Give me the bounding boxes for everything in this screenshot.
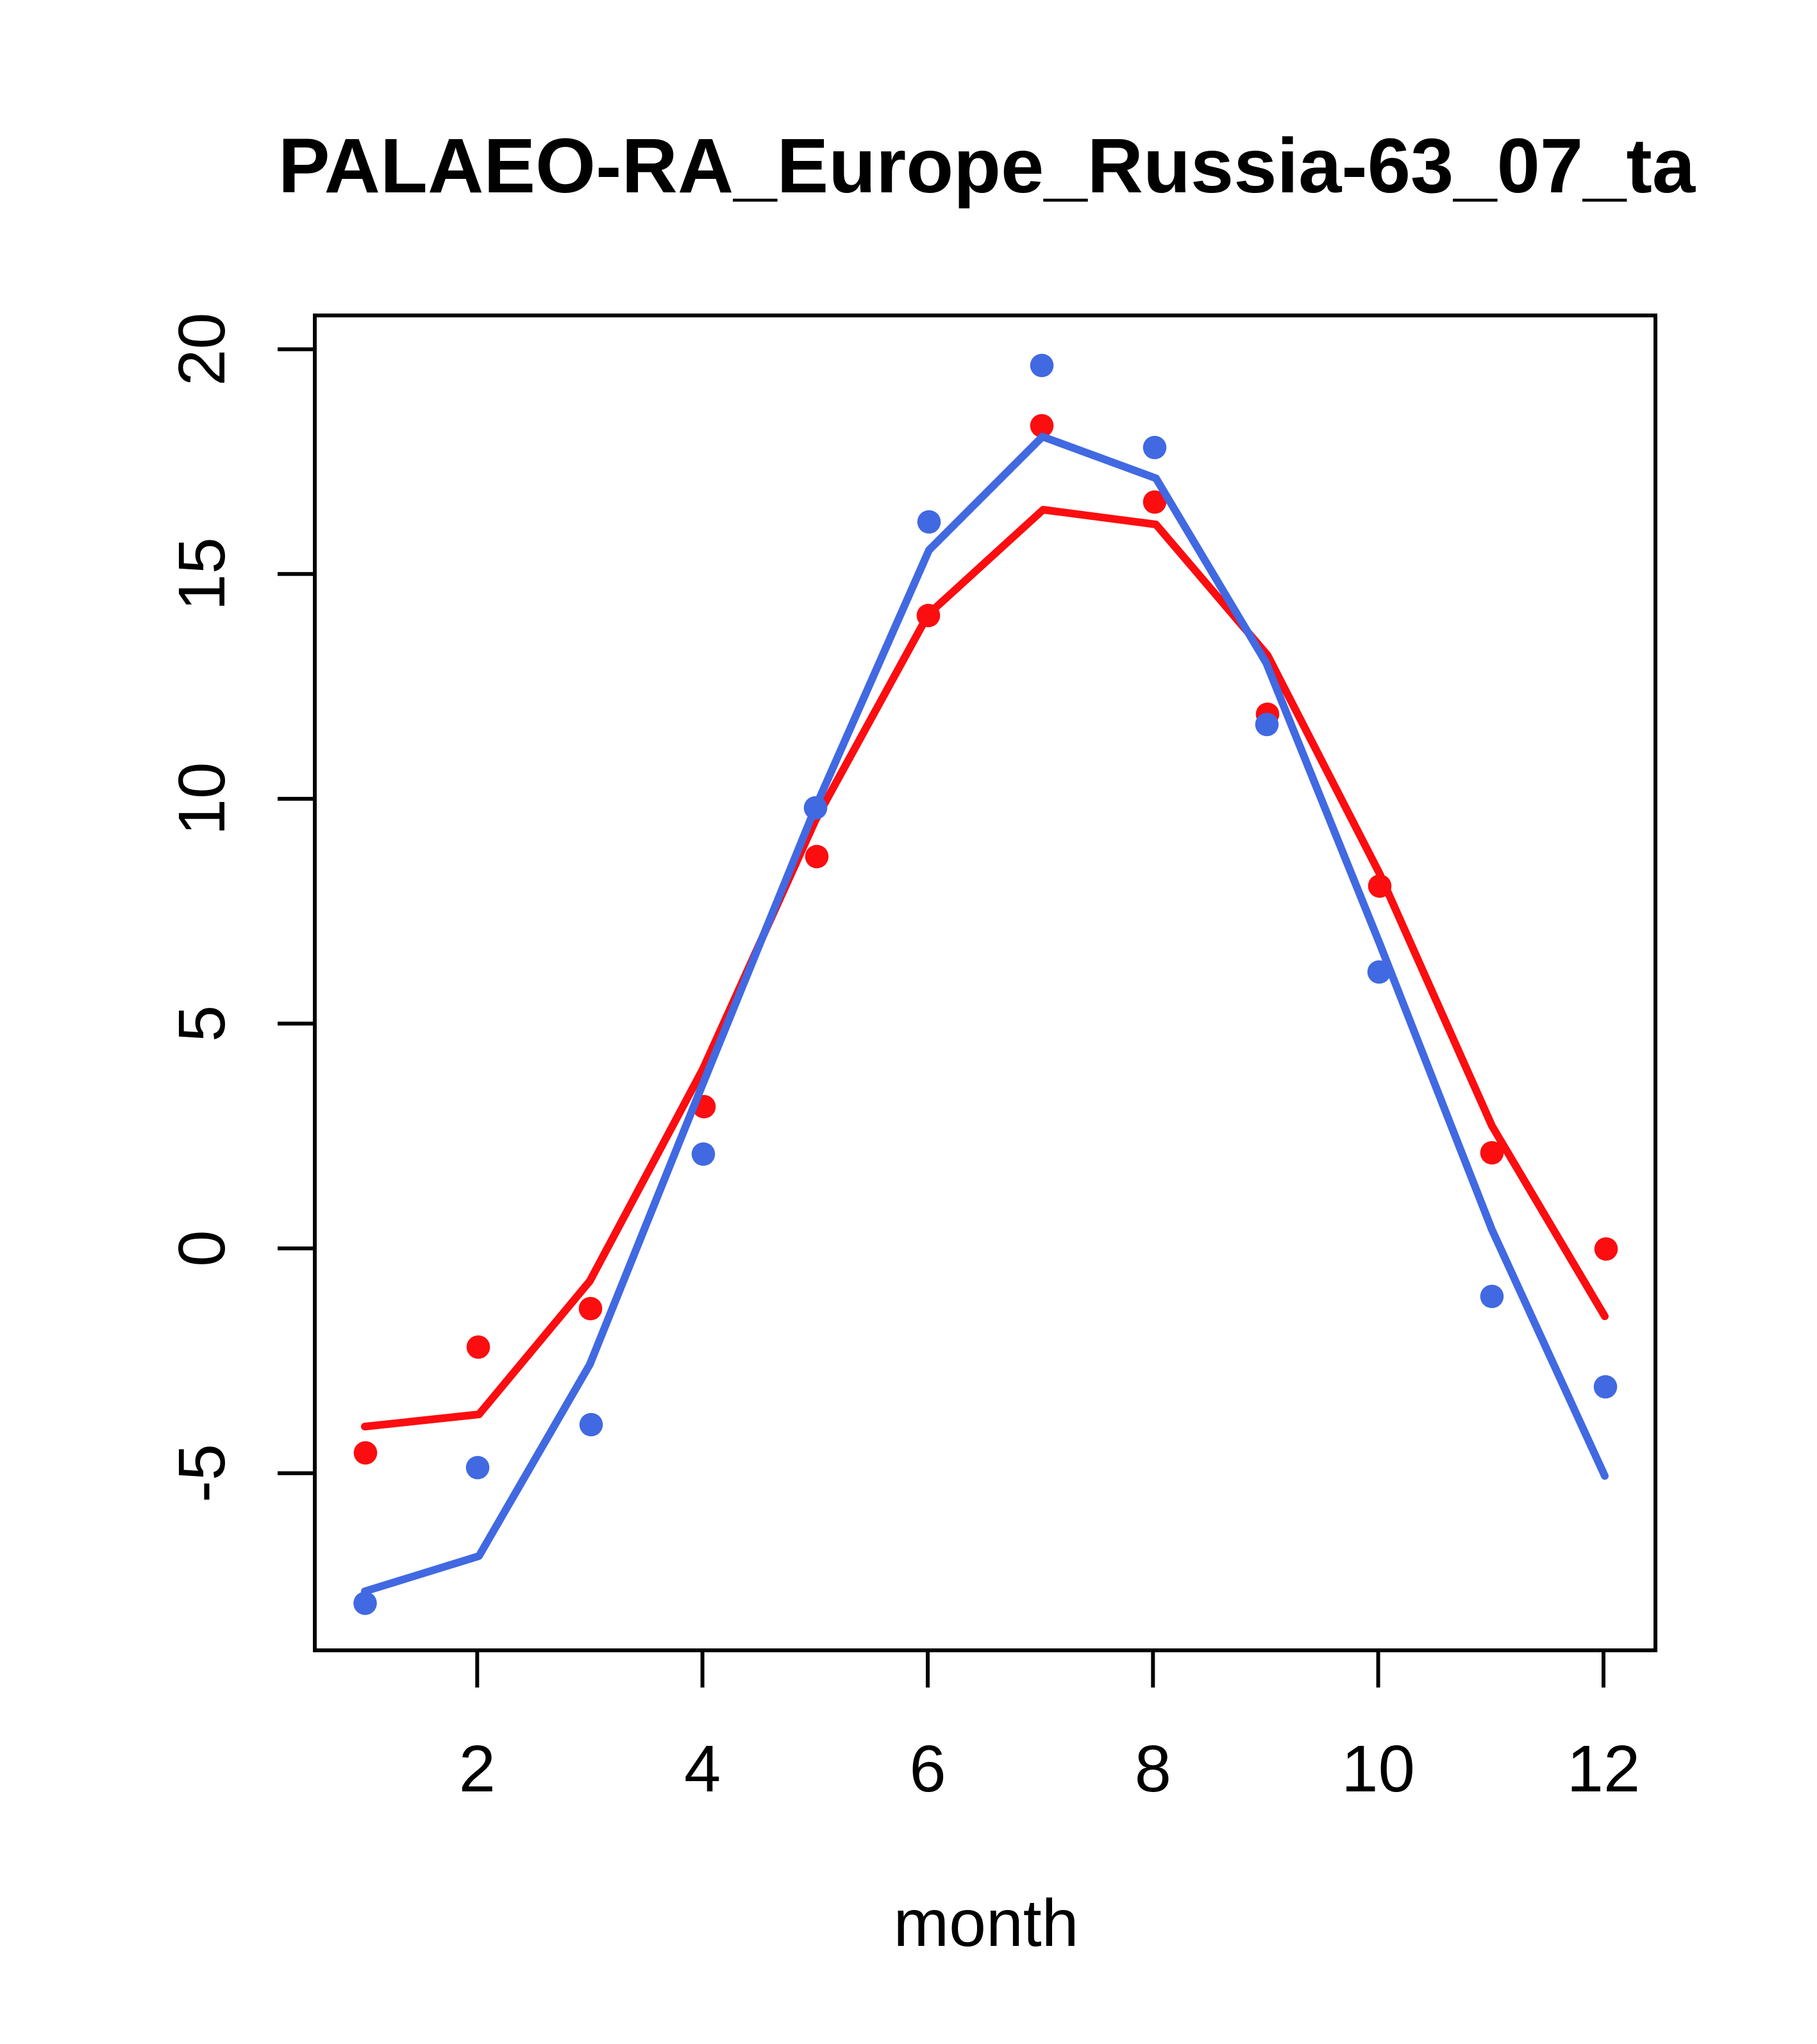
svg-text:10: 10 [165,762,239,836]
svg-text:month: month [893,1886,1078,1961]
svg-text:5: 5 [165,1005,239,1042]
svg-text:12: 12 [1567,1732,1641,1805]
svg-text:20: 20 [165,312,239,386]
svg-text:8: 8 [1135,1732,1171,1805]
svg-text:4: 4 [684,1732,721,1805]
svg-text:2: 2 [459,1732,496,1805]
svg-text:PALAEO-RA_Europe_Russia-63_07_: PALAEO-RA_Europe_Russia-63_07_ta [278,122,1696,209]
svg-text:10: 10 [1341,1732,1415,1805]
svg-text:15: 15 [165,537,239,611]
svg-text:-5: -5 [165,1444,239,1503]
svg-text:0: 0 [165,1230,239,1266]
svg-text:6: 6 [909,1732,946,1805]
